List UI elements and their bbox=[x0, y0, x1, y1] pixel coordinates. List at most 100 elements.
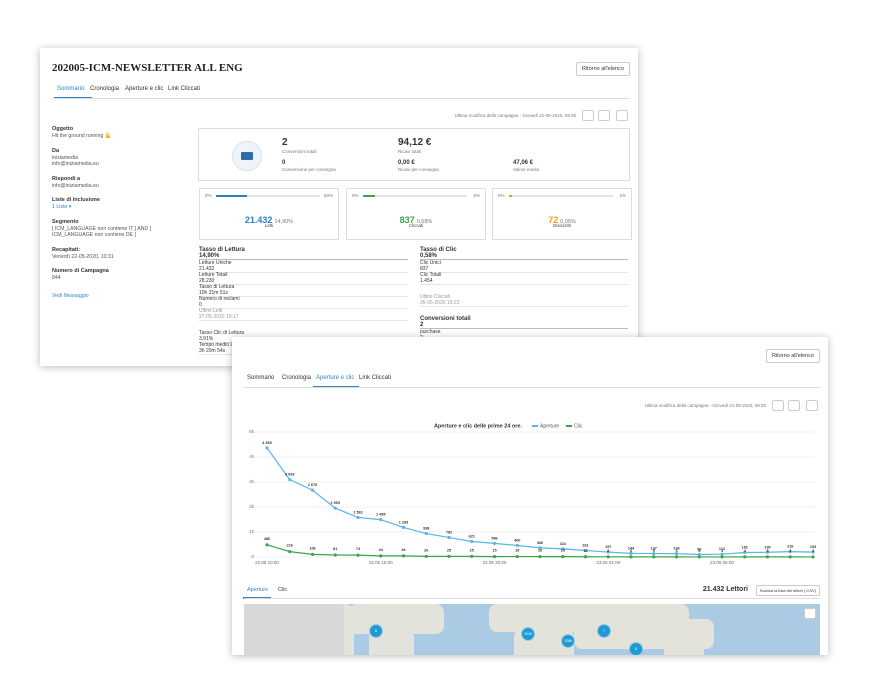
data-label: 190 bbox=[764, 545, 770, 549]
toolbar-icon[interactable] bbox=[806, 400, 818, 411]
tab[interactable]: Aperture e clic bbox=[316, 375, 355, 381]
data-label: 81 bbox=[333, 547, 337, 551]
data-label: 3 bbox=[721, 549, 723, 553]
back-button[interactable]: Ritorno all'elenco bbox=[765, 349, 820, 363]
map-cluster[interactable]: 6 bbox=[369, 624, 383, 638]
data-point bbox=[401, 554, 406, 558]
card-value-line: 21.432 14,90% bbox=[200, 210, 338, 228]
toolbar-icon[interactable] bbox=[788, 400, 800, 411]
data-point bbox=[720, 552, 724, 556]
data-point bbox=[310, 488, 315, 492]
data-label: 137 bbox=[651, 547, 657, 551]
map-cluster[interactable]: 1266 bbox=[561, 634, 575, 648]
data-point bbox=[765, 550, 770, 554]
map-cluster[interactable]: 7 bbox=[597, 624, 611, 638]
data-label: 144 bbox=[628, 546, 635, 550]
card-percent: 14,90% bbox=[274, 219, 294, 225]
conversion-icon bbox=[232, 141, 262, 171]
data-label: 3 093 bbox=[285, 473, 295, 477]
view-message-link[interactable]: Vedi Messaggio bbox=[52, 292, 89, 299]
data-label: 486 bbox=[264, 537, 270, 541]
lower-tab[interactable]: Clic bbox=[278, 587, 288, 593]
data-label: 26 bbox=[424, 548, 428, 552]
map-cluster[interactable]: 5 bbox=[629, 642, 643, 655]
campaign-title: 202005-ICM-NEWSLETTER ALL ENG bbox=[52, 62, 243, 74]
detail-label: Da bbox=[52, 147, 60, 154]
toolbar-icon[interactable] bbox=[772, 400, 784, 411]
data-point bbox=[492, 555, 497, 559]
tab[interactable]: Link Cliccati bbox=[168, 86, 201, 92]
tab[interactable]: Link Cliccati bbox=[359, 375, 392, 381]
data-point bbox=[743, 555, 747, 559]
data-point bbox=[561, 555, 565, 559]
y-tick-label: 5k bbox=[249, 429, 255, 434]
tab[interactable]: Aperture e clic bbox=[125, 86, 164, 92]
table-cell: 21.432 bbox=[199, 266, 215, 272]
table-cell: 27-05-2020 10:17 bbox=[199, 314, 239, 320]
toolbar-icon[interactable] bbox=[582, 110, 594, 121]
download-button[interactable]: Scarica la lista dei lettori (.CSV) bbox=[755, 585, 820, 596]
tab[interactable]: Sommario bbox=[247, 375, 275, 381]
data-point bbox=[447, 535, 451, 540]
tab-divider bbox=[244, 387, 820, 388]
data-point bbox=[652, 551, 656, 556]
legend-swatch bbox=[566, 425, 572, 427]
card-percent: 0,58% bbox=[416, 219, 433, 225]
scale-max: 5% bbox=[473, 193, 480, 198]
table-cell: 28.230 bbox=[199, 278, 215, 284]
data-label: 2 676 bbox=[308, 483, 318, 487]
table-cell: 3h 20m 54s bbox=[199, 348, 226, 354]
table-cell: purchase bbox=[420, 329, 441, 335]
data-label: 44 bbox=[379, 548, 384, 552]
stat-card: 0% 5% 837 0,58% Cliccati bbox=[346, 188, 486, 240]
table-row: Letture Uniche 21.432 bbox=[199, 260, 408, 273]
data-point bbox=[470, 554, 474, 558]
data-label: 25 bbox=[470, 548, 474, 552]
data-point bbox=[629, 555, 633, 559]
tab[interactable]: Sommario bbox=[57, 86, 85, 92]
map-shade bbox=[244, 604, 344, 655]
table-cell: 26-05-2020 19:23 bbox=[420, 300, 460, 306]
zoom-button[interactable] bbox=[804, 608, 816, 619]
data-point bbox=[674, 555, 679, 559]
data-point bbox=[720, 555, 724, 559]
toolbar-icon[interactable] bbox=[616, 110, 628, 121]
detail-value: 844 bbox=[52, 275, 61, 281]
toolbar-icon[interactable] bbox=[598, 110, 610, 121]
card-value: 21.432 bbox=[244, 215, 273, 225]
map-cluster[interactable]: 1040 bbox=[521, 627, 535, 641]
progress-fill bbox=[509, 195, 512, 197]
x-tick-label: 22.05 20:00 bbox=[483, 560, 507, 565]
card-value-line: 837 0,58% bbox=[347, 210, 485, 228]
table-cell: Ultimi Cliccati bbox=[420, 294, 450, 300]
lower-tab[interactable]: Aperture bbox=[247, 587, 269, 593]
detail-label: Rispondi a bbox=[52, 175, 81, 182]
conversion-value: 0,00 € bbox=[398, 160, 415, 166]
y-tick-label: 0 bbox=[251, 554, 254, 559]
data-point bbox=[652, 555, 656, 559]
data-point bbox=[674, 552, 679, 556]
tab[interactable]: Cronologia bbox=[282, 375, 312, 381]
readers-count: 21.432 Lettori bbox=[702, 586, 748, 593]
detail-value: iniziamedia bbox=[52, 154, 78, 161]
data-point bbox=[788, 550, 792, 554]
data-point bbox=[606, 550, 610, 554]
data-label: 46 bbox=[401, 548, 405, 552]
x-tick-label: 23.05 06:00 bbox=[710, 560, 734, 565]
data-label: 5 bbox=[653, 549, 655, 553]
detail-value: 1 Liste ▾ bbox=[52, 204, 72, 210]
conversion-value: 2 bbox=[282, 137, 288, 148]
data-point bbox=[561, 547, 565, 551]
data-label: 3 bbox=[812, 549, 814, 553]
table-cell: 3,91% bbox=[199, 336, 214, 342]
data-label: 99 bbox=[697, 548, 701, 552]
table-row: Ultimi Cliccati 26-05-2020 19:23 bbox=[420, 294, 628, 307]
data-point bbox=[811, 550, 815, 554]
progress-fill bbox=[363, 195, 376, 197]
data-label: 4 bbox=[675, 549, 678, 553]
back-button[interactable]: Ritorno all'elenco bbox=[575, 62, 630, 76]
data-label: 621 bbox=[469, 534, 475, 538]
tab[interactable]: Cronologia bbox=[90, 86, 120, 92]
table-header-row: Tasso di Clic 0,58% bbox=[420, 247, 628, 260]
chart: Aperture e clic delle prime 24 ore. Apert… bbox=[248, 423, 817, 565]
